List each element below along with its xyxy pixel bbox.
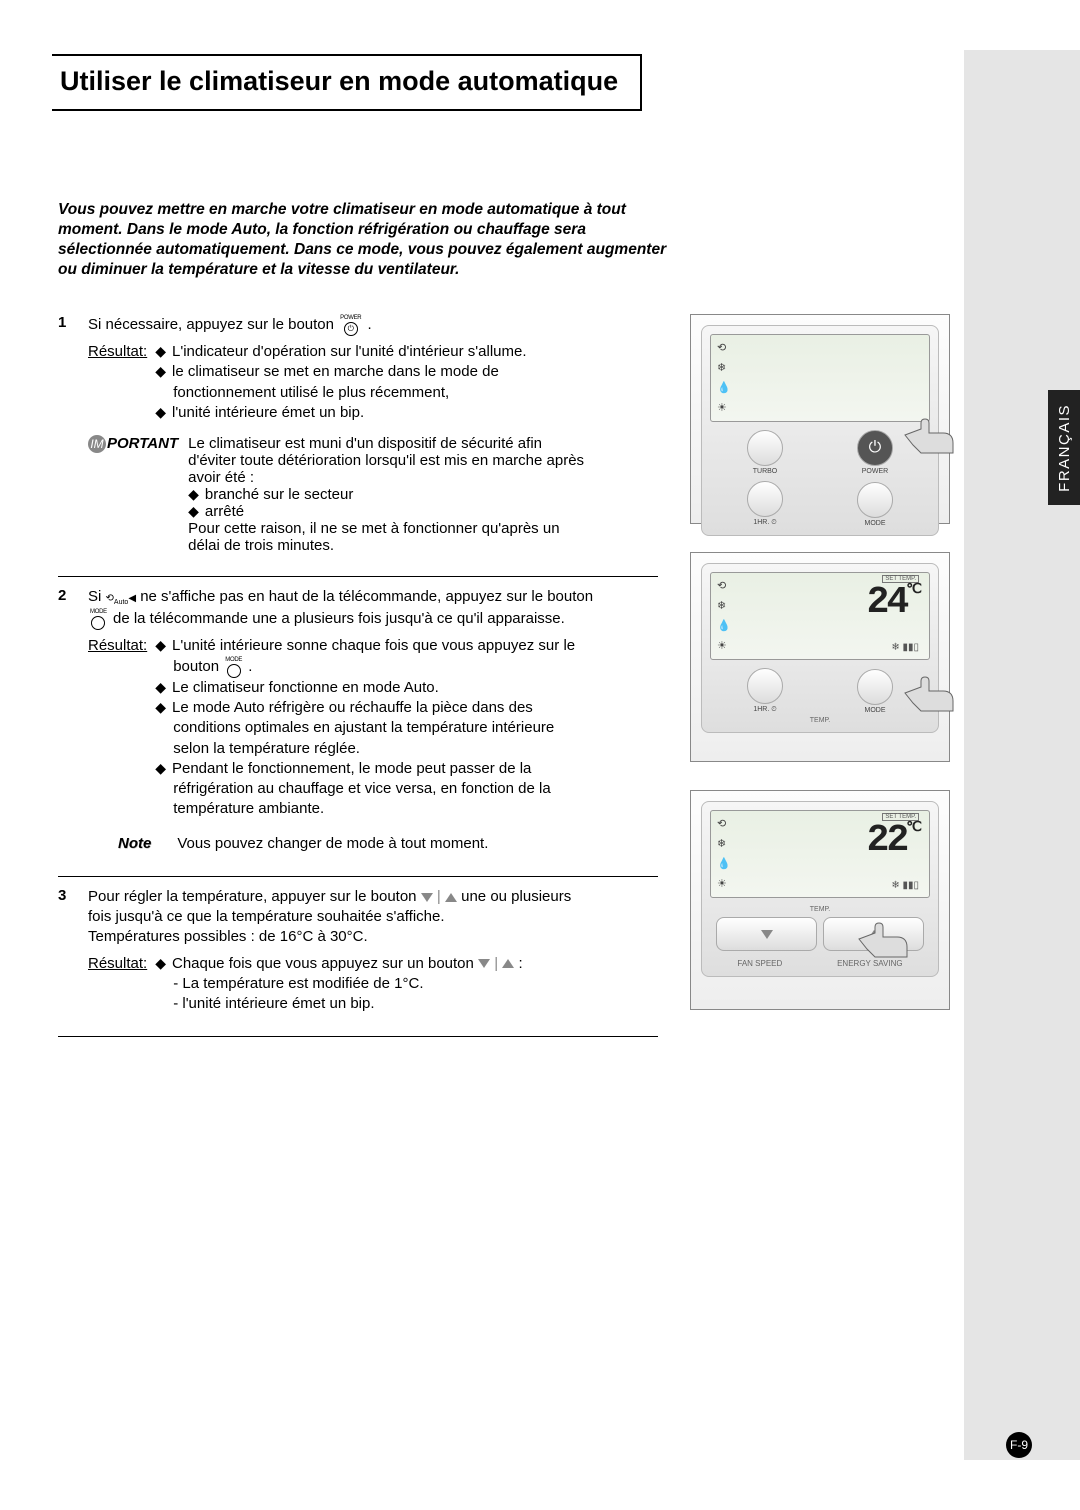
turbo-button xyxy=(747,430,783,466)
side-gray-panel xyxy=(964,50,1080,1460)
mode-button xyxy=(857,669,893,705)
step-body: Si nécessaire, appuyez sur le bouton POW… xyxy=(88,314,658,423)
lcd-temperature: 24℃ xyxy=(867,581,919,624)
remote-lcd: ⟲❄💧☀ SET TEMP. 22℃ ❄ ▮▮▯ xyxy=(710,810,930,898)
important-badge-icon: IM xyxy=(88,435,106,453)
steps-container: 1 Si nécessaire, appuyez sur le bouton P… xyxy=(58,314,658,1047)
temp-up-icon xyxy=(445,888,457,905)
step-2: 2 Si ⟲Auto◀ ne s'affiche pas en haut de … xyxy=(58,587,658,864)
mode-button-icon: MODE xyxy=(90,608,107,630)
step-number: 2 xyxy=(58,587,76,854)
power-button: ⏻ xyxy=(857,430,893,466)
mode-icons: ⟲❄💧☀ xyxy=(717,817,731,890)
text: . xyxy=(368,316,372,333)
remote-lcd: ⟲❄💧☀ xyxy=(710,334,930,422)
timer-button xyxy=(747,668,783,704)
temp-up-button xyxy=(823,917,924,951)
page-title: Utiliser le climatiseur en mode automati… xyxy=(52,54,642,111)
divider xyxy=(58,1036,658,1037)
mode-icons: ⟲❄💧☀ xyxy=(717,341,731,414)
intro-paragraph: Vous pouvez mettre en marche votre clima… xyxy=(58,200,668,281)
page-number-badge: F-9 xyxy=(1006,1432,1032,1458)
note-block: Note Vous pouvez changer de mode à tout … xyxy=(88,834,658,854)
step-body: Si ⟲Auto◀ ne s'affiche pas en haut de la… xyxy=(88,587,658,854)
timer-button xyxy=(747,481,783,517)
important-block: IMPORTANT Le climatiseur est muni d'un d… xyxy=(58,435,658,554)
page: FRANÇAIS Utiliser le climatiseur en mode… xyxy=(0,0,1080,1510)
lcd-temperature: 22℃ xyxy=(867,819,919,862)
temp-up-icon xyxy=(502,955,514,972)
result-label: Résultat: xyxy=(88,636,147,820)
mode-button-icon: MODE xyxy=(225,656,242,678)
figures-column: ⟲❄💧☀ TURBO ⏻ POWER 1HR. xyxy=(690,314,950,1038)
lcd-fan-icon: ❄ ▮▮▯ xyxy=(891,880,919,891)
language-label: FRANÇAIS xyxy=(1056,404,1073,492)
temp-down-button xyxy=(716,917,817,951)
power-button-icon: POWER ⏻ xyxy=(340,314,361,336)
step-number: 1 xyxy=(58,314,76,423)
remote-figure-3: ⟲❄💧☀ SET TEMP. 22℃ ❄ ▮▮▯ TEMP. FAN SPEED… xyxy=(690,790,950,1010)
result-label: Résultat: xyxy=(88,342,147,423)
note-label: Note xyxy=(118,834,151,854)
auto-mode-icon: ⟲Auto◀ xyxy=(106,593,137,604)
result-label: Résultat: xyxy=(88,954,147,1015)
lcd-fan-icon: ❄ ▮▮▯ xyxy=(891,642,919,653)
remote-lcd: ⟲❄💧☀ SET TEMP. 24℃ ❄ ▮▮▯ xyxy=(710,572,930,660)
text: Si nécessaire, appuyez sur le bouton xyxy=(88,316,334,333)
step-body: Pour régler la température, appuyer sur … xyxy=(88,887,658,1015)
step-3: 3 Pour régler la température, appuyer su… xyxy=(58,887,658,1025)
temp-down-icon xyxy=(421,888,433,905)
mode-icons: ⟲❄💧☀ xyxy=(717,579,731,652)
mode-button xyxy=(857,482,893,518)
divider xyxy=(58,576,658,577)
remote-figure-1: ⟲❄💧☀ TURBO ⏻ POWER 1HR. xyxy=(690,314,950,524)
language-tab: FRANÇAIS xyxy=(1048,390,1080,505)
note-text: Vous pouvez changer de mode à tout momen… xyxy=(177,834,488,854)
temp-down-icon xyxy=(478,955,490,972)
remote-figure-2: ⟲❄💧☀ SET TEMP. 24℃ ❄ ▮▮▯ 1HR. ⏲ M xyxy=(690,552,950,762)
divider xyxy=(58,876,658,877)
important-label: PORTANT xyxy=(107,435,178,452)
step-number: 3 xyxy=(58,887,76,1015)
step-1: 1 Si nécessaire, appuyez sur le bouton P… xyxy=(58,314,658,564)
